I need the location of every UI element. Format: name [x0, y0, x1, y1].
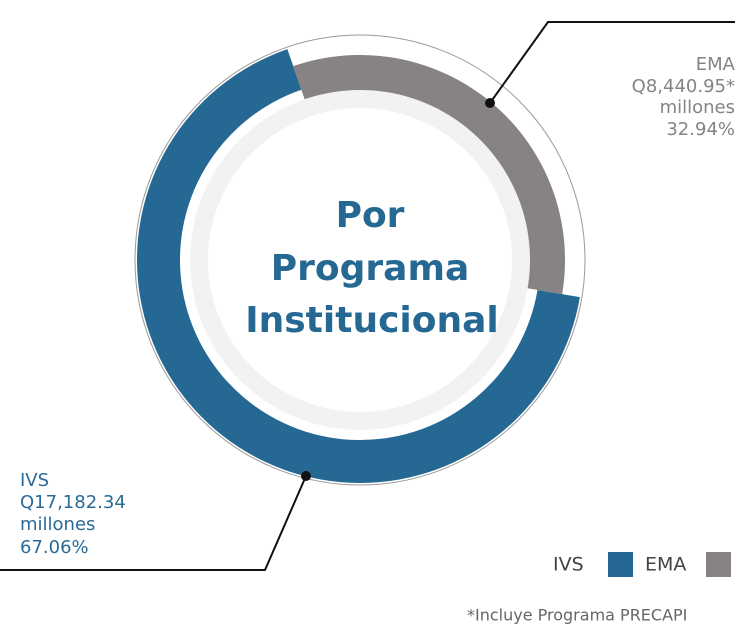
- outer-circle: [134, 34, 586, 486]
- title-line: Programa: [271, 248, 470, 289]
- slice-label: EMA: [696, 54, 735, 75]
- title-line: Por: [336, 195, 405, 236]
- leader-dot: [301, 471, 311, 481]
- leader-dot: [485, 98, 495, 108]
- slice-label: IVS: [20, 470, 49, 491]
- legend-label: EMA: [645, 554, 686, 576]
- slice-unit: millones: [660, 97, 735, 118]
- slice-percent: 67.06%: [20, 537, 89, 558]
- slice: [293, 55, 565, 295]
- legend-swatch: [608, 552, 633, 577]
- leader-line: [0, 475, 307, 571]
- slice-percent: 32.94%: [666, 119, 735, 140]
- footnote: *Incluye Programa PRECAPI: [467, 606, 687, 625]
- title-line: Institucional: [245, 300, 499, 341]
- center: [208, 108, 512, 412]
- slice-amount: Q8,440.95*: [632, 76, 735, 97]
- leader-line: [489, 21, 735, 104]
- slice-unit: millones: [20, 514, 95, 535]
- slice-amount: Q17,182.34: [20, 492, 126, 513]
- legend-label: IVS: [553, 554, 584, 576]
- legend-swatch: [706, 552, 731, 577]
